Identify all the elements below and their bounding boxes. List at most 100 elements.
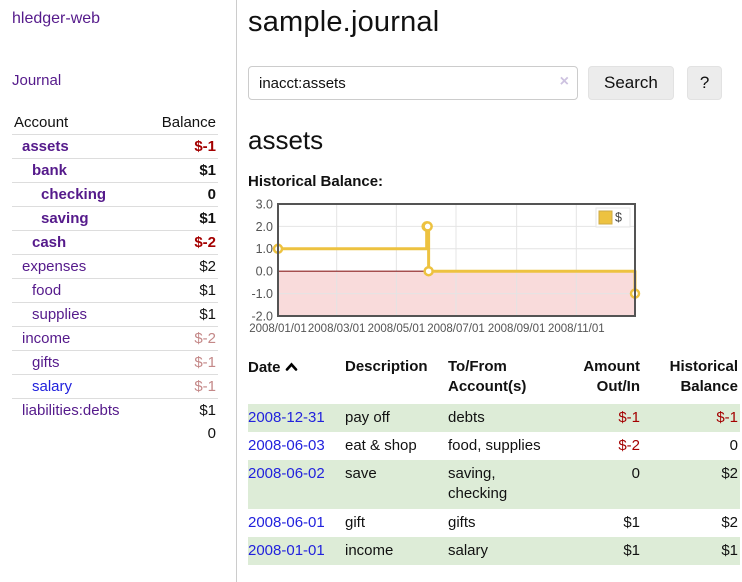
sidebar: hledger-web Journal Account Balance asse… <box>0 0 237 582</box>
transaction-date-link[interactable]: 2008-01-01 <box>248 541 325 559</box>
account-row: expenses $2 <box>12 254 218 279</box>
svg-text:1.0: 1.0 <box>256 242 273 256</box>
transaction-amount: $1 <box>623 513 640 531</box>
account-row: gifts $-1 <box>12 350 218 375</box>
account-row: cash $-2 <box>12 230 218 255</box>
account-link-gifts[interactable]: gifts <box>32 354 60 371</box>
transaction-row[interactable]: 2008-01-01 income salary $1 $1 <box>248 536 740 565</box>
search-form: × Search ? <box>248 66 742 100</box>
transaction-accounts: salary <box>448 541 489 559</box>
transaction-date-link[interactable]: 2008-06-03 <box>248 436 325 454</box>
chart-label: Historical Balance: <box>248 173 384 190</box>
transaction-date-link[interactable]: 2008-06-02 <box>248 465 325 482</box>
account-balance: $1 <box>146 158 218 183</box>
transaction-row[interactable]: 2008-06-02 save saving, checking 0 $2 <box>248 460 740 509</box>
svg-text:$: $ <box>615 211 622 225</box>
search-button[interactable]: Search <box>588 66 674 100</box>
transaction-row[interactable]: 2008-06-03 eat & shop food, supplies $-2… <box>248 432 740 460</box>
transaction-balance: $2 <box>721 465 738 482</box>
chart-container: $3.0 2.0 1.0 0.0 -1.0 -2.0 2008/01/01 2008/03/0… <box>248 197 742 339</box>
page-title: sample.journal <box>248 6 440 38</box>
account-row: food $1 <box>12 278 218 303</box>
account-row: supplies $1 <box>12 302 218 327</box>
account-link-liabilities-debts[interactable]: liabilities:debts <box>22 402 120 419</box>
account-link-food[interactable]: food <box>32 282 62 299</box>
accounts-total: 0 <box>207 425 216 442</box>
transaction-balance: $1 <box>721 541 738 559</box>
clear-search-icon[interactable]: × <box>559 73 569 90</box>
svg-text:2008/05/01: 2008/05/01 <box>368 323 426 335</box>
column-header-accounts[interactable]: To/From Account(s) <box>448 358 527 396</box>
account-row: liabilities:debts $1 <box>12 398 218 422</box>
account-link-checking[interactable]: checking <box>41 186 107 203</box>
transaction-description: gift <box>345 513 366 531</box>
transaction-accounts: saving, checking <box>448 465 508 503</box>
account-row: salary $-1 <box>12 374 218 399</box>
transactions-header-row: Date Description To/From Account(s) Amou… <box>248 355 740 404</box>
brand-link[interactable]: hledger-web <box>12 10 101 27</box>
transaction-date-link[interactable]: 2008-06-01 <box>248 513 325 531</box>
account-link-saving[interactable]: saving <box>41 210 89 227</box>
transaction-amount: $1 <box>623 541 640 559</box>
svg-text:2008/03/01: 2008/03/01 <box>308 323 366 335</box>
svg-text:2008/01/01: 2008/01/01 <box>249 323 307 335</box>
transaction-description: income <box>345 541 394 559</box>
svg-text:0.0: 0.0 <box>256 265 273 279</box>
search-input[interactable] <box>248 66 578 100</box>
column-header-amount[interactable]: Amount Out/In <box>583 358 640 396</box>
transaction-accounts: gifts <box>448 513 476 531</box>
transaction-row[interactable]: 2008-06-01 gift gifts $1 $2 <box>248 509 740 537</box>
svg-text:-1.0: -1.0 <box>251 287 273 301</box>
transaction-balance: 0 <box>729 436 738 454</box>
transaction-accounts: food, supplies <box>448 436 541 454</box>
accounts-table: Account Balance assets $-1 bank $1 check… <box>12 111 218 445</box>
svg-text:2.0: 2.0 <box>256 220 273 234</box>
svg-text:2008/09/01: 2008/09/01 <box>488 323 546 335</box>
transaction-balance: $2 <box>721 513 738 531</box>
account-link-bank[interactable]: bank <box>32 162 68 179</box>
account-balance: $-2 <box>146 326 218 351</box>
main-content: sample.journal × Search ? assets Histori… <box>237 0 742 582</box>
svg-text:2008/07/01: 2008/07/01 <box>427 323 485 335</box>
account-row: bank $1 <box>12 158 218 183</box>
accounts-total-row: 0 <box>12 422 218 445</box>
transaction-amount: $-2 <box>618 436 640 454</box>
chevron-up-icon <box>285 357 298 377</box>
account-link-income[interactable]: income <box>22 330 71 347</box>
sidebar-item-journal[interactable]: Journal <box>12 72 62 89</box>
transaction-date-link[interactable]: 2008-12-31 <box>248 408 325 426</box>
account-link-cash[interactable]: cash <box>32 234 67 251</box>
transactions-table: Date Description To/From Account(s) Amou… <box>248 355 740 565</box>
transaction-accounts: debts <box>448 408 485 426</box>
column-header-balance[interactable]: Historical Balance <box>669 358 738 396</box>
account-row: assets $-1 <box>12 135 218 159</box>
help-button[interactable]: ? <box>686 66 723 100</box>
account-balance: $-1 <box>194 138 216 155</box>
accounts-header-account: Account <box>12 111 147 135</box>
svg-text:2008/11/01: 2008/11/01 <box>548 323 605 335</box>
transaction-description: pay off <box>345 408 390 426</box>
transaction-amount: $-1 <box>618 408 640 426</box>
account-balance: $1 <box>146 398 218 422</box>
transaction-description: save <box>345 465 377 482</box>
account-row: checking 0 <box>12 182 218 207</box>
transaction-balance: $-1 <box>716 408 738 426</box>
column-header-description[interactable]: Description <box>345 358 428 375</box>
svg-text:-2.0: -2.0 <box>251 309 273 323</box>
accounts-header-balance: Balance <box>146 111 218 135</box>
account-balance: $1 <box>146 302 218 327</box>
account-row: income $-2 <box>12 326 218 351</box>
column-header-date[interactable]: Date <box>248 355 345 404</box>
transaction-row[interactable]: 2008-12-31 pay off debts $-1 $-1 <box>248 403 740 432</box>
account-balance: $1 <box>146 278 218 303</box>
account-link-supplies[interactable]: supplies <box>32 306 88 323</box>
transaction-amount: 0 <box>631 465 640 482</box>
account-link-assets[interactable]: assets <box>22 138 69 155</box>
account-link-expenses[interactable]: expenses <box>22 258 87 275</box>
account-balance: $2 <box>146 254 218 279</box>
account-link-salary[interactable]: salary <box>32 378 73 395</box>
account-heading: assets <box>248 125 324 155</box>
account-row: saving $1 <box>12 206 218 231</box>
transaction-description: eat & shop <box>345 436 417 454</box>
